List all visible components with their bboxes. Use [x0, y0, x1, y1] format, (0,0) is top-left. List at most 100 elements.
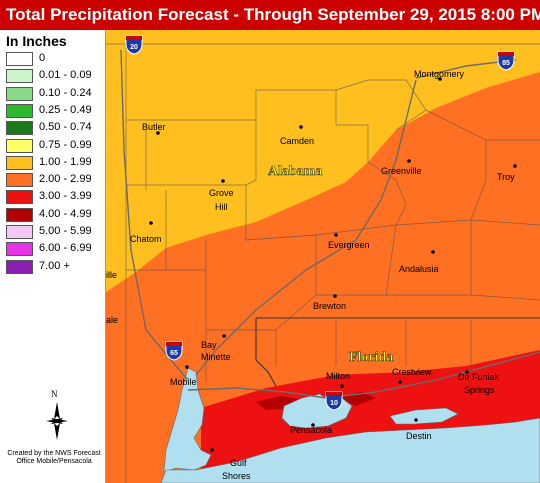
- legend-label: 1.00 - 1.99: [39, 155, 92, 168]
- i85-label: 85: [502, 60, 510, 67]
- city-label-butler: Butler: [142, 122, 166, 132]
- legend-item: 7.00 +: [6, 259, 104, 276]
- city-dots: [149, 77, 517, 452]
- i65-shield: 65: [165, 341, 183, 361]
- city-dot-troy: [513, 164, 517, 168]
- legend-item: 5.00 - 5.99: [6, 224, 104, 241]
- city-label-defuniak: De Funiak: [458, 372, 500, 382]
- city-label-chatom: Chatom: [130, 234, 162, 244]
- legend-item: 2.00 - 2.99: [6, 172, 104, 189]
- city-dot-bay-minette: [222, 334, 226, 338]
- edge-label-ille: ille: [106, 270, 117, 280]
- interstate-65-line: [120, 49, 189, 381]
- i85-shield: 85: [497, 51, 515, 71]
- legend-title: In Inches: [6, 33, 67, 49]
- city-dot-brewton: [333, 294, 337, 298]
- legend-item: 0.50 - 0.74: [6, 120, 104, 137]
- legend-item: 1.00 - 1.99: [6, 155, 104, 172]
- city-dot-milton: [340, 384, 344, 388]
- legend-label: 0.50 - 0.74: [39, 121, 92, 134]
- interstate-65-line-north: [195, 79, 417, 376]
- legend-label: 7.00 +: [39, 259, 70, 272]
- legend-label: 4.00 - 4.99: [39, 207, 92, 220]
- city-label-mobile: Mobile: [170, 377, 197, 387]
- i10-label: 10: [330, 400, 338, 407]
- city-label-pensacola: Pensacola: [290, 425, 332, 435]
- legend-swatch: [6, 155, 33, 170]
- legend-item: 0.75 - 0.99: [6, 138, 104, 155]
- legend-swatch: [6, 138, 33, 153]
- city-label-gulf: Gulf: [230, 458, 247, 468]
- city-dot-gulf-shores: [210, 448, 214, 452]
- city-label-crestview: Crestview: [392, 367, 432, 377]
- city-dot-pensacola: [311, 423, 315, 427]
- city-label-bay: Bay: [201, 340, 217, 350]
- legend-label: 5.00 - 5.99: [39, 225, 92, 237]
- precipitation-map: 20 85 65 10 Alabama Florida ille ale: [106, 30, 540, 483]
- legend-label: 0.75 - 0.99: [39, 138, 92, 151]
- city-label-andalusia: Andalusia: [399, 264, 439, 274]
- legend-item: 0.25 - 0.49: [6, 103, 104, 120]
- legend-swatch: [6, 242, 33, 257]
- legend-label: 0.01 - 0.09: [39, 69, 92, 82]
- city-label-shores: Shores: [222, 471, 251, 481]
- legend-item: 0: [6, 51, 104, 68]
- legend-label: 3.00 - 3.99: [39, 190, 92, 203]
- i20-shield: 20: [125, 35, 143, 55]
- city-dot-evergreen: [334, 233, 338, 237]
- city-dot-montgomery: [438, 77, 442, 81]
- choctawhatchee-bay-water: [389, 407, 459, 425]
- city-dot-butler: [156, 131, 160, 135]
- legend-swatch: [6, 103, 33, 118]
- legend-swatch: [6, 121, 33, 136]
- edge-label-ale: ale: [106, 315, 118, 325]
- city-dot-crestview: [398, 380, 402, 384]
- city-label-brewton: Brewton: [313, 301, 346, 311]
- city-dot-mobile: [185, 365, 189, 369]
- city-label-springs: Springs: [464, 385, 495, 395]
- legend-panel: In Inches 0 0.01 - 0.09 0.10 - 0.24 0.25 - …: [0, 30, 106, 483]
- map-svg: 20 85 65 10 Alabama Florida ille ale: [106, 30, 540, 483]
- city-label-minette: Minette: [201, 352, 231, 362]
- city-label-camden: Camden: [280, 136, 314, 146]
- legend-label: 6.00 - 6.99: [39, 242, 92, 255]
- city-label-troy: Troy: [497, 172, 515, 182]
- legend-swatch: [6, 259, 33, 274]
- legend-item: 3.00 - 3.99: [6, 189, 104, 206]
- legend-item: 0.01 - 0.09: [6, 68, 104, 85]
- legend-swatch: [6, 190, 33, 205]
- legend-swatch: [6, 207, 33, 222]
- gulf-of-mexico-water: [160, 417, 540, 483]
- city-label-greenville: Greenville: [381, 166, 422, 176]
- city-label-montgomery: Montgomery: [414, 69, 465, 79]
- county-boundaries: [106, 43, 540, 483]
- city-dot-grove-hill: [221, 179, 225, 183]
- alabama-state-label: Alabama: [268, 164, 322, 179]
- florida-state-label: Florida: [349, 350, 393, 365]
- city-label-hill: Hill: [215, 202, 228, 212]
- city-label-destin: Destin: [406, 431, 432, 441]
- legend-label: 0.25 - 0.49: [39, 103, 92, 116]
- city-dot-chatom: [149, 221, 153, 225]
- mobile-bay-water: [163, 367, 212, 473]
- legend-item: 6.00 - 6.99: [6, 241, 104, 258]
- city-label-evergreen: Evergreen: [328, 240, 370, 250]
- legend-swatch: [6, 173, 33, 188]
- i20-label: 20: [130, 44, 138, 51]
- legend-label: 2.00 - 2.99: [39, 173, 92, 186]
- legend-swatch: [6, 86, 33, 101]
- legend-label: 0.10 - 0.24: [39, 86, 92, 99]
- legend-item: 0.10 - 0.24: [6, 86, 104, 103]
- north-arrow-icon: [46, 402, 68, 440]
- zone-4-to-5-inches-2: [338, 392, 376, 406]
- legend-swatch: [6, 52, 33, 66]
- city-dot-camden: [299, 125, 303, 129]
- compass-north-label: N: [51, 389, 58, 399]
- city-dot-destin: [414, 418, 418, 422]
- legend-swatch: [6, 69, 33, 84]
- city-dot-andalusia: [431, 250, 435, 254]
- credit-text: Created by the NWS Forecast Office Mobil…: [7, 450, 101, 465]
- i10-shield: 10: [325, 391, 343, 411]
- city-dot-greenville: [407, 159, 411, 163]
- city-dot-defuniak-springs: [465, 370, 469, 374]
